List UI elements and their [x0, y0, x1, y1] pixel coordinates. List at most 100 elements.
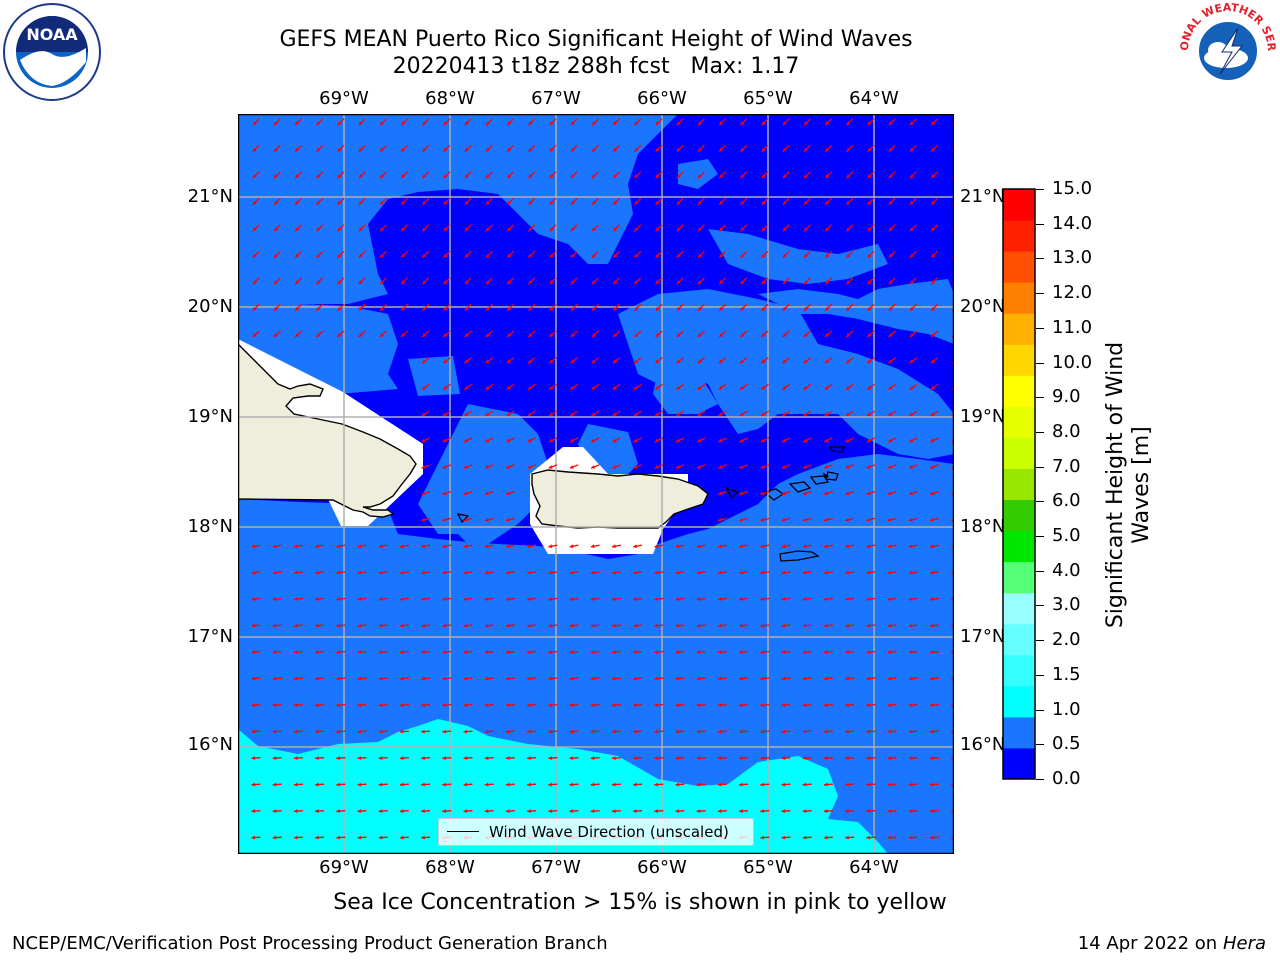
wind-wave-arrowhead	[443, 359, 448, 364]
wind-wave-arrowhead	[908, 597, 913, 602]
colorbar-tick-mark	[1036, 223, 1044, 225]
wind-wave-arrowhead	[399, 597, 404, 602]
wind-wave-arrowhead	[548, 703, 552, 707]
wind-wave-arrowhead	[421, 491, 426, 496]
wind-wave-arrowhead	[825, 306, 830, 311]
colorbar-segment	[1003, 499, 1035, 532]
colorbar-label: Significant Height of Wind Waves [m]	[1103, 341, 1154, 629]
wind-wave-arrowhead	[888, 227, 893, 232]
colorbar-segment	[1003, 592, 1035, 625]
wind-wave-arrowhead	[782, 227, 787, 232]
wind-wave-arrowhead	[590, 809, 595, 813]
wind-wave-arrowhead	[293, 729, 298, 734]
wind-wave-arrowhead	[421, 386, 426, 390]
wind-wave-arrowhead	[654, 756, 658, 760]
wind-wave-arrowhead	[929, 676, 934, 681]
wind-wave-arrowhead	[717, 650, 722, 655]
colorbar-tick-label: 13.0	[1052, 247, 1093, 269]
wind-wave-arrowhead	[930, 517, 934, 522]
wind-wave-arrowhead	[442, 729, 446, 734]
wind-wave-arrowhead	[655, 280, 660, 285]
wind-wave-arrowhead	[909, 359, 914, 364]
wind-wave-arrowhead	[463, 729, 468, 734]
wind-wave-arrowhead	[443, 227, 448, 232]
wind-wave-arrowhead	[463, 650, 468, 655]
wind-wave-arrowhead	[825, 200, 830, 205]
wind-wave-arrowhead	[675, 570, 680, 575]
wind-wave-arrowhead	[760, 809, 764, 813]
wind-wave-arrowhead	[845, 597, 849, 602]
virgin-islands	[456, 446, 845, 562]
wind-wave-arrowhead	[464, 438, 469, 443]
wind-wave-arrowhead	[506, 438, 511, 443]
wind-wave-arrowhead	[929, 544, 934, 549]
wind-wave-arrowhead	[823, 782, 828, 787]
wind-wave-arrowhead	[739, 782, 743, 787]
wind-wave-arrowhead	[337, 280, 342, 285]
wind-wave-arrowhead	[293, 676, 298, 681]
wind-wave-arrowhead	[505, 729, 510, 734]
wind-wave-arrowhead	[484, 809, 489, 813]
wind-wave-arrowhead	[421, 835, 425, 840]
wind-wave-arrowhead	[378, 703, 383, 707]
wind-wave-arrowhead	[654, 597, 659, 602]
wind-wave-arrowhead	[739, 703, 743, 707]
wind-wave-arrowhead	[272, 676, 277, 681]
wind-wave-arrowhead	[486, 174, 490, 179]
wind-wave-arrowhead	[421, 412, 426, 416]
wind-wave-arrowhead	[929, 809, 934, 813]
wind-wave-arrowhead	[654, 412, 659, 416]
wind-wave-arrowhead	[867, 174, 872, 179]
wind-wave-arrowhead	[824, 517, 828, 522]
wind-wave-arrowhead	[507, 333, 511, 338]
wind-wave-arrowhead	[570, 174, 575, 179]
wind-wave-arrowhead	[485, 465, 489, 469]
wind-wave-arrowhead	[336, 835, 340, 840]
map-frame	[238, 114, 954, 854]
wind-wave-arrowhead	[336, 570, 341, 575]
wind-wave-arrowhead	[484, 491, 489, 496]
footer-host: Hera	[1222, 933, 1266, 954]
wind-wave-arrowhead	[612, 438, 617, 443]
wind-wave-arrowhead	[633, 570, 637, 575]
wind-wave-arrowhead	[528, 227, 533, 232]
wind-wave-arrowhead	[592, 121, 596, 126]
colorbar-segment	[1003, 282, 1035, 314]
wind-wave-arrowhead	[293, 623, 298, 628]
wind-wave-arrowhead	[399, 544, 404, 549]
wind-wave-arrowhead	[655, 200, 660, 205]
wind-wave-arrowhead	[823, 809, 828, 813]
wind-wave-arrowhead	[931, 174, 936, 179]
wind-wave-arrowhead	[592, 306, 596, 311]
wind-wave-arrowhead	[442, 465, 447, 469]
colorbar-tick-label: 0.0	[1052, 768, 1081, 789]
wind-wave-arrowhead	[463, 570, 468, 575]
colorbar-tick-mark	[1036, 397, 1044, 399]
wind-wave-arrowhead	[781, 729, 786, 734]
wind-wave-arrowhead	[315, 650, 319, 655]
wind-wave-arrowhead	[931, 333, 935, 338]
wind-wave-arrowhead	[484, 676, 489, 681]
wind-wave-arrowhead	[401, 147, 406, 152]
wind-wave-arrowhead	[272, 729, 277, 734]
wind-wave-arrowhead	[676, 280, 681, 285]
wind-wave-arrowhead	[781, 676, 786, 681]
wind-wave-arrowhead	[802, 597, 807, 602]
wind-wave-arrowhead	[613, 147, 618, 152]
colorbar-segment	[1003, 375, 1035, 407]
wind-wave-arrowhead	[613, 174, 618, 179]
colorbar-tick-mark	[1036, 570, 1044, 572]
wind-wave-arrowhead	[378, 544, 383, 549]
wind-wave-arrowhead	[527, 809, 531, 813]
lat-label-21n-left: 21°N	[187, 186, 233, 207]
wind-wave-arrowhead	[739, 676, 743, 681]
lon-label-68w-bottom: 68°W	[425, 857, 475, 878]
wind-wave-arrowhead	[867, 280, 872, 285]
wind-wave-arrowhead	[867, 253, 872, 258]
chart-title-line2: 20220413 t18z 288h fcst Max: 1.17	[392, 54, 800, 79]
wind-wave-arrowhead	[358, 121, 363, 126]
wind-wave-arrowhead	[633, 412, 638, 416]
wind-wave-arrowhead	[655, 174, 660, 179]
wind-wave-arrowhead	[717, 703, 722, 707]
wind-wave-arrowhead	[634, 359, 639, 364]
